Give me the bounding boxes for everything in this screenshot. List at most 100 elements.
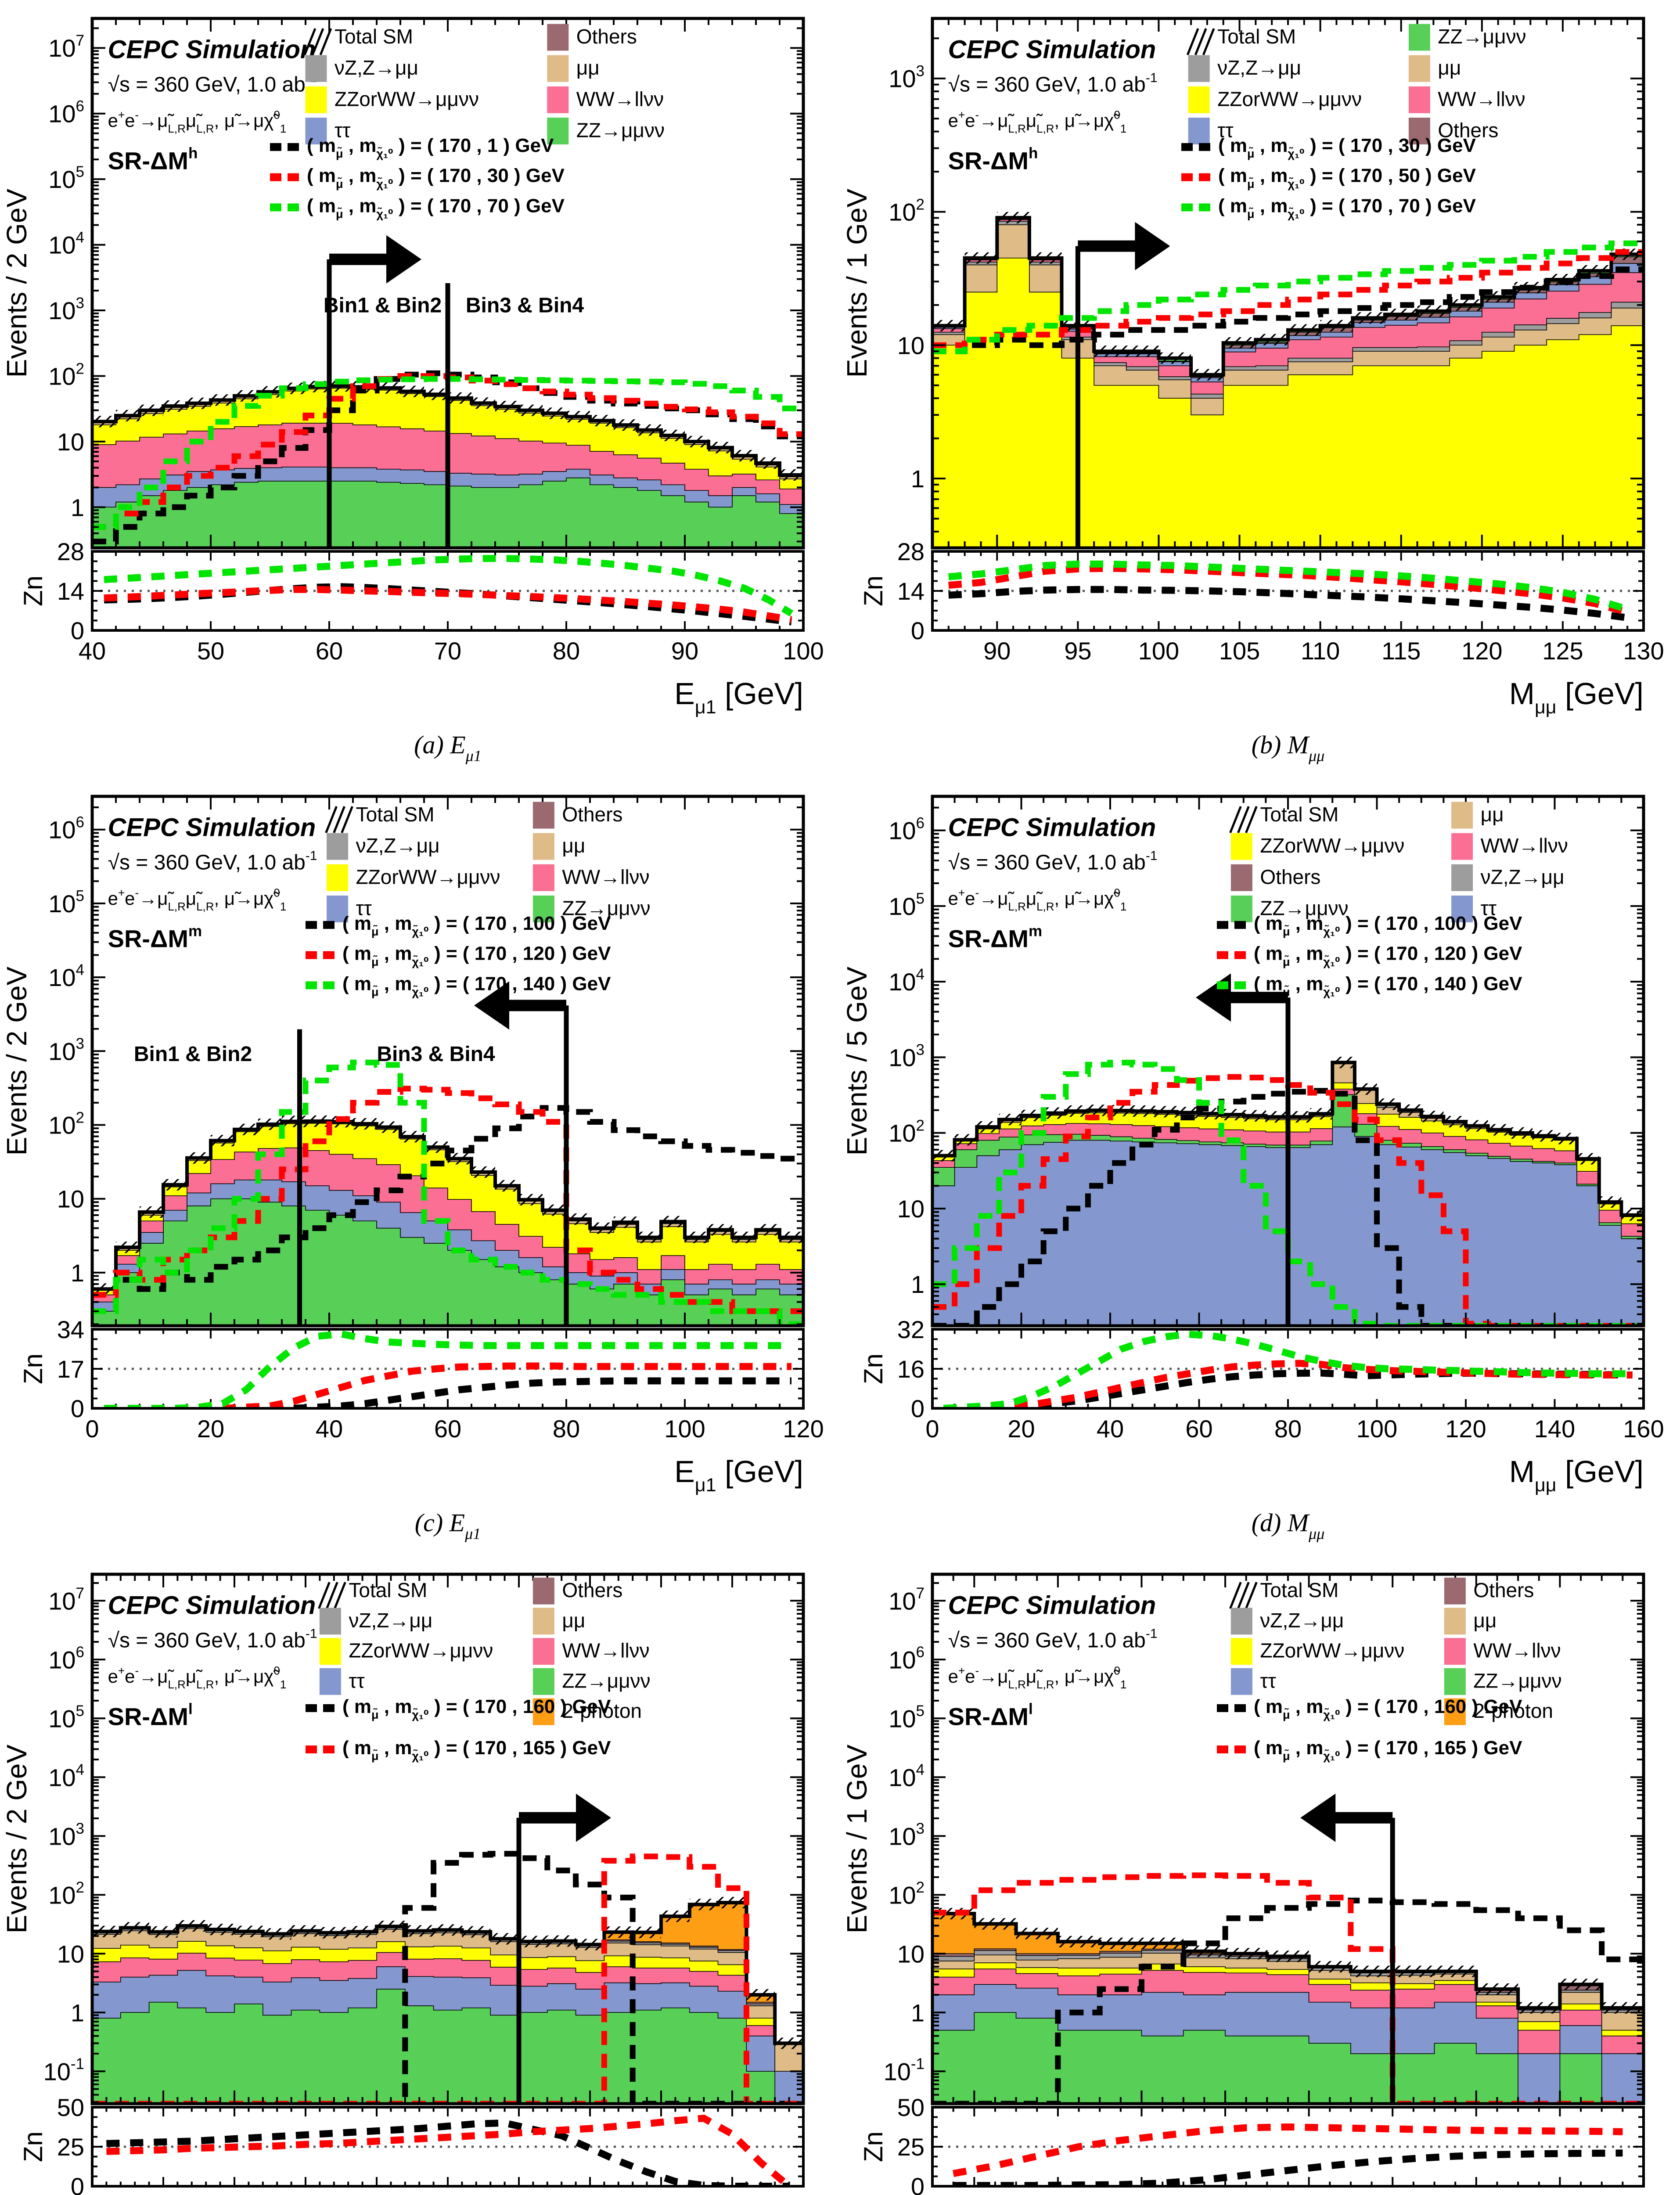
svg-text:μμ: μμ	[1473, 1609, 1497, 1632]
svg-text:√s = 360 GeV, 1.0 ab-1: √s = 360 GeV, 1.0 ab-1	[108, 849, 317, 874]
svg-text:Total SM: Total SM	[356, 803, 435, 826]
svg-text:ZZorWW→μμνν: ZZorWW→μμνν	[1260, 834, 1404, 857]
svg-text:Mμμ [GeV]: Mμμ [GeV]	[1509, 1454, 1644, 1496]
svg-text:102: 102	[889, 1117, 925, 1147]
panel-d-chart: 0 20 40 60 80 100 120 140 160 1 10 102 103 104 105 106 0…	[841, 795, 1664, 1542]
svg-text:ττ: ττ	[1260, 1669, 1276, 1692]
svg-text:16: 16	[897, 1355, 925, 1383]
svg-text:Events / 1 GeV: Events / 1 GeV	[841, 1744, 873, 1933]
svg-text:20: 20	[197, 1415, 224, 1443]
svg-text:330: 330	[356, 2193, 397, 2195]
svg-text:Eμ1 [GeV]: Eμ1 [GeV]	[674, 1454, 803, 1496]
svg-text:0: 0	[925, 1415, 939, 1443]
svg-text:Total SM: Total SM	[1217, 25, 1296, 48]
svg-text:95: 95	[1064, 637, 1091, 665]
svg-text:(a) Eμ1: (a) Eμ1	[414, 730, 482, 764]
svg-text:110: 110	[1301, 637, 1340, 665]
panel-c: Bin1 & Bin2 Bin3 & Bin4 0 20 40 60 80 100 120 1 10…	[0, 778, 840, 1556]
svg-text:WW→llνν: WW→llνν	[1481, 834, 1568, 857]
svg-text:106: 106	[889, 1644, 925, 1673]
svg-text:105: 105	[48, 888, 84, 918]
svg-text:( mμ̃ , mχ̃₁⁰ ) = ( 170 , 160: ( mμ̃ , mχ̃₁⁰ ) = ( 170 , 160 ) GeV	[1254, 1696, 1522, 1721]
svg-text:Total SM: Total SM	[349, 1579, 427, 1601]
svg-text:345: 345	[569, 2193, 610, 2195]
svg-text:105: 105	[48, 1702, 84, 1732]
svg-text:104: 104	[889, 1761, 925, 1791]
svg-text:Bin3 & Bin4: Bin3 & Bin4	[377, 1043, 495, 1066]
svg-text:40: 40	[79, 637, 106, 665]
svg-text:1: 1	[71, 493, 84, 521]
svg-text:140: 140	[1534, 1415, 1575, 1443]
svg-text:14: 14	[897, 577, 925, 605]
svg-text:SR-ΔMl: SR-ΔMl	[948, 1701, 1033, 1731]
svg-text:50: 50	[897, 2094, 925, 2121]
svg-text:μμ: μμ	[1481, 803, 1504, 826]
svg-text:CEPC Simulation: CEPC Simulation	[948, 35, 1156, 64]
svg-text:SR-ΔMh: SR-ΔMh	[108, 145, 198, 175]
svg-text:130: 130	[1623, 637, 1664, 665]
svg-text:80: 80	[1274, 1415, 1302, 1443]
svg-text:10-1: 10-1	[43, 2055, 84, 2085]
svg-text:( mμ̃ , mχ̃₁⁰ ) = ( 170 , 160: ( mμ̃ , mχ̃₁⁰ ) = ( 170 , 160 ) GeV	[342, 1696, 611, 1721]
svg-text:102: 102	[48, 1879, 84, 1909]
svg-text:( mμ̃ , mχ̃₁⁰ ) = ( 170 , 165: ( mμ̃ , mχ̃₁⁰ ) = ( 170 , 165 ) GeV	[342, 1737, 611, 1763]
svg-text:20: 20	[1546, 2193, 1573, 2195]
svg-text:Zn: Zn	[18, 1353, 48, 1384]
svg-text:WW→llνν: WW→llνν	[562, 1639, 649, 1662]
svg-text:100: 100	[1356, 1415, 1397, 1443]
svg-text:SR-ΔMl: SR-ΔMl	[108, 1701, 193, 1731]
svg-text:ττ: ττ	[349, 1669, 364, 1692]
svg-text:16: 16	[1379, 2193, 1406, 2195]
svg-text:80: 80	[553, 1415, 580, 1443]
svg-text:e+e-→μ̃L,Rμ̃L,R, μ̃→μχ̃01: e+e-→μ̃L,Rμ̃L,R, μ̃→μχ̃01	[948, 1664, 1127, 1691]
svg-text:WW→llνν: WW→llνν	[1438, 87, 1525, 110]
svg-text:315: 315	[143, 2193, 183, 2195]
panel-f: 6 8 10 12 14 16 18 20 22 10-1 1 10 102 103 104 105 106 10…	[840, 1556, 1680, 2195]
svg-text:103: 103	[889, 1820, 925, 1850]
svg-text:WW→llνν: WW→llνν	[576, 87, 664, 110]
svg-text:102: 102	[889, 1879, 925, 1909]
svg-text:103: 103	[48, 1035, 84, 1065]
svg-text:104: 104	[48, 961, 84, 991]
svg-text:ZZorWW→μμνν: ZZorWW→μμνν	[356, 865, 500, 888]
svg-text:103: 103	[889, 1041, 925, 1071]
svg-text:ττ: ττ	[356, 896, 372, 919]
svg-text:( mμ̃ , mχ̃₁⁰ ) = ( 170 , 30 ): ( mμ̃ , mχ̃₁⁰ ) = ( 170 , 30 ) GeV	[1218, 135, 1476, 160]
svg-text:10: 10	[57, 1940, 84, 1968]
svg-text:Zn: Zn	[859, 1353, 888, 1384]
svg-text:Total SM: Total SM	[1260, 803, 1338, 826]
svg-text:Others: Others	[1260, 865, 1320, 888]
svg-text:Zn: Zn	[18, 2131, 48, 2162]
svg-text:120: 120	[1461, 637, 1502, 665]
svg-text:SR-ΔMm: SR-ΔMm	[108, 923, 202, 953]
svg-text:WW→llνν: WW→llνν	[562, 865, 649, 888]
svg-text:160: 160	[1623, 1415, 1664, 1443]
svg-text:Zn: Zn	[859, 576, 888, 606]
panel-d: 0 20 40 60 80 100 120 140 160 1 10 102 103 104 105 106 0…	[840, 778, 1680, 1556]
svg-text:2-photon: 2-photon	[1473, 1699, 1553, 1722]
svg-text:60: 60	[316, 637, 343, 665]
svg-text:( mμ̃ , mχ̃₁⁰ ) = ( 170 , 140: ( mμ̃ , mχ̃₁⁰ ) = ( 170 , 140 ) GeV	[342, 973, 611, 998]
svg-text:Zn: Zn	[859, 2131, 888, 2162]
svg-text:ZZ→μμνν: ZZ→μμνν	[1473, 1669, 1561, 1692]
svg-text:Total SM: Total SM	[1260, 1579, 1338, 1601]
svg-text:ZZ→μμνν: ZZ→μμνν	[1260, 896, 1348, 919]
svg-text:70: 70	[434, 637, 461, 665]
svg-text:60: 60	[434, 1415, 461, 1443]
svg-text:34: 34	[57, 1316, 84, 1343]
svg-text:106: 106	[889, 814, 925, 844]
svg-text:ττ: ττ	[1481, 896, 1497, 919]
svg-text:102: 102	[48, 360, 84, 390]
svg-text:Events / 1 GeV: Events / 1 GeV	[841, 188, 873, 378]
svg-text:CEPC Simulation: CEPC Simulation	[108, 35, 316, 64]
svg-text:28: 28	[57, 538, 84, 565]
svg-text:(d) Mμμ: (d) Mμμ	[1252, 1508, 1325, 1542]
svg-text:νZ,Z→μμ: νZ,Z→μμ	[1217, 56, 1301, 79]
svg-text:22: 22	[1630, 2193, 1657, 2195]
svg-text:106: 106	[48, 813, 84, 843]
svg-text:Events / 2 GeV: Events / 2 GeV	[1, 188, 32, 378]
svg-text:107: 107	[889, 1585, 925, 1615]
svg-text:355: 355	[712, 2193, 752, 2195]
